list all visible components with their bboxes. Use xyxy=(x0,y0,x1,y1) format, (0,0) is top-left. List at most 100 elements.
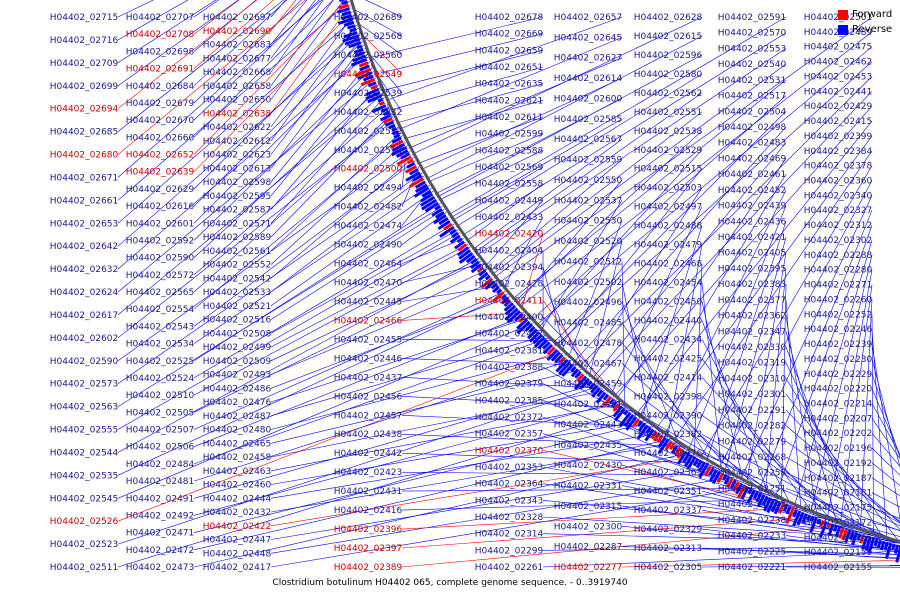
gene-mark xyxy=(395,149,409,158)
gene-mark xyxy=(516,318,529,330)
gene-label: H04402_02500 xyxy=(334,165,403,175)
gene-mark xyxy=(785,507,795,525)
gene-mark xyxy=(434,210,445,219)
gene-label: H04402_02571 xyxy=(203,219,272,229)
gene-mark xyxy=(697,461,706,473)
gene-label: H04402_02456 xyxy=(334,392,403,402)
gene-mark xyxy=(586,380,593,387)
gene-mark xyxy=(528,326,536,333)
gene-mark xyxy=(431,207,443,217)
gene-label: H04402_02534 xyxy=(126,340,195,350)
connector-line xyxy=(270,71,374,196)
connector-line xyxy=(417,116,544,164)
connector-line xyxy=(810,254,873,514)
connector-line xyxy=(794,239,873,507)
connector-line xyxy=(871,433,900,467)
gene-label: H04402_02432 xyxy=(203,508,272,518)
gene-label: H04402_02529 xyxy=(634,146,703,156)
connector-line xyxy=(117,385,601,545)
connector-line xyxy=(673,150,873,441)
gene-mark xyxy=(708,467,715,476)
gene-label: H04402_02159 xyxy=(804,548,873,558)
connector-line xyxy=(193,0,257,52)
gene-mark xyxy=(413,186,430,198)
gene-label: H04402_02668 xyxy=(203,68,272,78)
connector-line xyxy=(491,111,703,276)
gene-mark xyxy=(352,54,367,63)
connector-line xyxy=(701,509,900,547)
gene-mark xyxy=(792,508,798,518)
gene-mark xyxy=(782,504,789,512)
connector-line xyxy=(401,263,484,283)
gene-label: H04402_02207 xyxy=(804,414,873,424)
gene-label: H04402_02549 xyxy=(334,70,403,80)
gene-mark xyxy=(391,142,406,152)
connector-line xyxy=(117,0,285,132)
gene-label: H04402_02587 xyxy=(203,206,272,216)
gene-mark xyxy=(408,168,419,176)
gene-label: H04402_02399 xyxy=(804,132,873,142)
gene-mark xyxy=(723,475,731,485)
gene-label: H04402_02172 xyxy=(804,518,873,528)
gene-label: H04402_02535 xyxy=(50,471,119,481)
connector-line xyxy=(396,83,544,124)
gene-label: H04402_02343 xyxy=(475,496,544,506)
gene-label: H04402_02431 xyxy=(334,487,403,497)
connector-line xyxy=(270,260,482,362)
gene-label: H04402_02485 xyxy=(554,319,623,329)
connector-line xyxy=(557,168,703,349)
gene-label: H04402_02175 xyxy=(804,504,873,514)
gene-mark xyxy=(391,146,407,157)
connector-line xyxy=(193,452,692,568)
gene-label: H04402_02239 xyxy=(804,340,873,350)
gene-label: H04402_02488 xyxy=(634,222,703,232)
gene-label: H04402_02685 xyxy=(50,128,119,138)
gene-mark xyxy=(449,228,457,236)
gene-mark xyxy=(347,24,356,30)
gene-mark xyxy=(595,391,607,404)
gene-label: H04402_02299 xyxy=(475,546,544,556)
gene-mark xyxy=(827,523,835,536)
connector-line xyxy=(270,24,358,141)
connector-line xyxy=(871,507,900,519)
gene-mark xyxy=(612,403,621,412)
connector-line xyxy=(270,243,469,348)
gene-label: H04402_02539 xyxy=(334,89,403,99)
gene-label: H04402_02697 xyxy=(203,13,272,23)
gene-label: H04402_02497 xyxy=(634,203,703,213)
gene-mark xyxy=(476,266,485,273)
gene-mark xyxy=(458,252,474,264)
gene-label: H04402_02423 xyxy=(334,468,403,478)
gene-label: H04402_02467 xyxy=(554,359,623,369)
gene-label: H04402_02709 xyxy=(50,59,119,69)
gene-label: H04402_02507 xyxy=(126,426,195,436)
gene-mark xyxy=(389,139,404,149)
gene-label: H04402_02329 xyxy=(634,525,703,535)
genome-caption: Clostridium botulinum H04402 065, comple… xyxy=(272,578,628,588)
gene-label: H04402_02487 xyxy=(203,412,272,422)
gene-label: H04402_02590 xyxy=(50,357,119,367)
gene-mark xyxy=(876,539,882,549)
connector-line xyxy=(700,165,873,458)
gene-mark xyxy=(360,78,376,87)
gene-mark xyxy=(388,123,396,130)
gene-label: H04402_02542 xyxy=(203,274,272,284)
connector-line xyxy=(270,466,716,540)
gene-label: H04402_02635 xyxy=(475,80,544,90)
gene-label: H04402_02280 xyxy=(804,266,873,276)
connector-line xyxy=(871,373,900,459)
gene-label: H04402_02567 xyxy=(554,135,623,145)
connector-line xyxy=(193,51,367,224)
gene-label: H04402_02638 xyxy=(203,109,272,119)
gene-mark xyxy=(412,174,423,182)
gene-label: H04402_02505 xyxy=(126,408,195,418)
gene-label: H04402_02554 xyxy=(126,305,195,315)
connector-line xyxy=(270,486,753,568)
gene-label: H04402_02683 xyxy=(203,41,272,51)
gene-label: H04402_02632 xyxy=(50,265,119,275)
connector-line xyxy=(193,359,571,482)
gene-label: H04402_02531 xyxy=(718,76,787,86)
connector-line xyxy=(785,566,900,568)
connector-line xyxy=(365,0,403,18)
gene-mark xyxy=(857,533,862,540)
